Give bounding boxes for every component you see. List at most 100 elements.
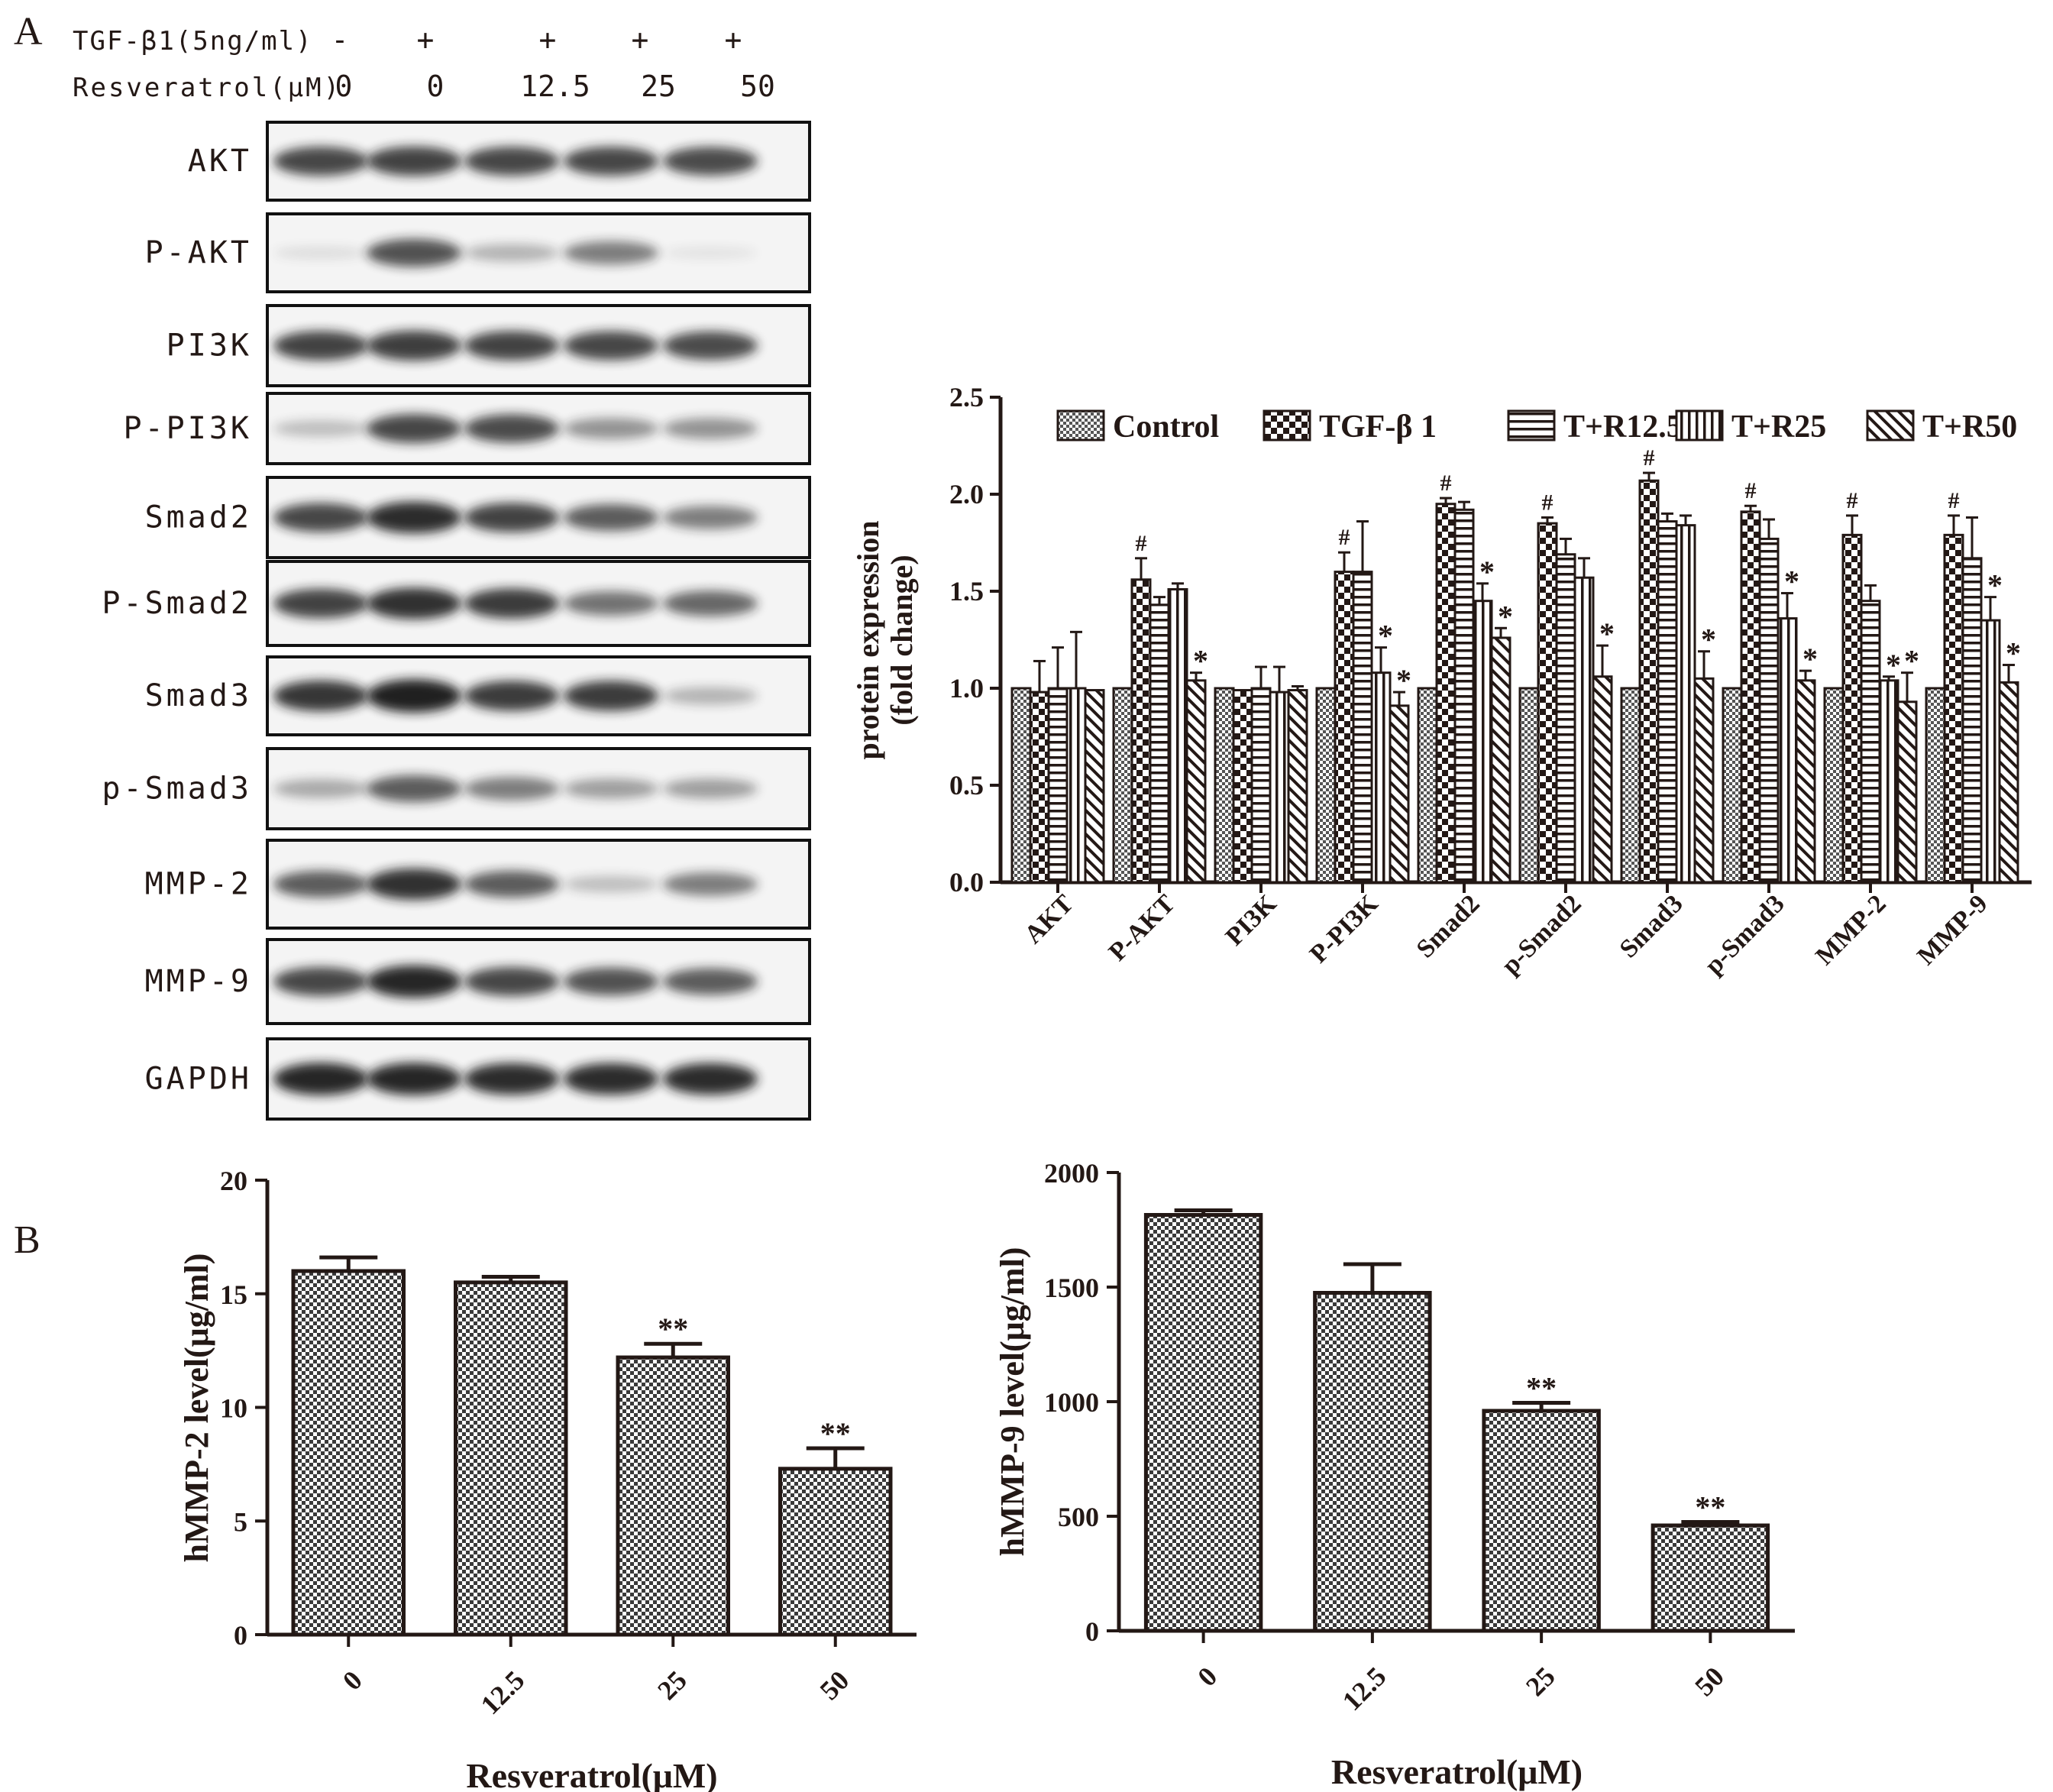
blot-row-label: Smad2	[145, 500, 252, 535]
blot-band	[273, 967, 368, 996]
blot-band	[273, 680, 368, 712]
y-axis-label-line: (fold change)	[884, 555, 919, 725]
legend-label: T+R25	[1731, 409, 1826, 445]
blot-band	[564, 331, 658, 361]
blot-band	[564, 875, 658, 893]
bar	[1334, 571, 1355, 884]
bar	[1878, 679, 1899, 884]
bar	[1130, 578, 1152, 884]
x-tick-label: AKT	[1019, 889, 1078, 949]
bar	[1065, 687, 1087, 884]
significance-mark: **	[1695, 1490, 1725, 1525]
significance-mark: #	[1644, 445, 1655, 471]
bar	[1896, 700, 1918, 884]
blot-row: MMP-2	[145, 839, 811, 930]
bar	[454, 1280, 568, 1637]
x-tick-label: 0	[337, 1664, 368, 1696]
bar	[1537, 522, 1558, 884]
bar	[778, 1467, 893, 1637]
blot-band	[663, 687, 758, 705]
blot-row: Smad3	[145, 655, 811, 736]
significance-mark: #	[1136, 531, 1147, 556]
significance-mark: *	[1193, 644, 1208, 678]
significance-mark: **	[820, 1416, 851, 1451]
blot-band	[367, 1063, 461, 1095]
significance-mark: *	[1498, 599, 1513, 633]
x-tick-label: PI3K	[1220, 889, 1282, 951]
treatment-value: 0	[335, 70, 353, 103]
blot-row: P-Smad2	[102, 560, 811, 647]
significance-mark: *	[1784, 564, 1799, 599]
bar	[1638, 479, 1660, 884]
blot-row-label: P-PI3K	[124, 411, 253, 446]
bar	[1823, 687, 1844, 884]
blot-band	[663, 147, 758, 176]
significance-mark: #	[1745, 478, 1757, 503]
bar	[1555, 553, 1576, 884]
bar	[1860, 600, 1881, 884]
blot-band	[273, 588, 368, 619]
western-blot: TGF-β1(5ng/ml) - + + + +Resveratrol(μM)0 0 12.5…	[73, 23, 811, 1121]
bar	[1980, 619, 2001, 884]
bar	[1313, 1291, 1432, 1633]
significance-mark: *	[1886, 648, 1901, 682]
legend-label: T+R12.5	[1563, 409, 1683, 445]
significance-mark: **	[658, 1312, 688, 1346]
y-axis-label-text: hMMP-2 level(μg/ml)	[178, 1253, 215, 1563]
bar	[1185, 679, 1207, 884]
blot-band	[564, 967, 658, 996]
bar	[1287, 689, 1308, 884]
bar	[1315, 687, 1337, 884]
blot-row: Smad2	[145, 476, 811, 559]
blot-band	[564, 778, 658, 799]
bar	[1573, 576, 1595, 884]
x-tick-label: P-PI3K	[1305, 889, 1384, 969]
bar	[1167, 587, 1188, 884]
treatment-value: 12.5	[520, 70, 590, 103]
y-axis-label: protein expression (fold change)	[851, 521, 919, 760]
treatment-value: 0	[427, 70, 445, 103]
bar	[1250, 687, 1272, 884]
blot-row: PI3K	[167, 304, 811, 387]
panel-a-letter: A	[14, 10, 43, 53]
y-tick-label: 10	[220, 1393, 247, 1424]
significance-mark: #	[1542, 490, 1553, 515]
y-axis-label-text: hMMP-9 level(μg/ml)	[994, 1247, 1031, 1557]
significance-mark: *	[1479, 555, 1495, 589]
blot-band	[464, 414, 559, 443]
blot-band	[564, 504, 658, 531]
legend-swatch	[1263, 409, 1311, 442]
x-tick-label: P-AKT	[1104, 889, 1181, 966]
bar	[1084, 689, 1105, 884]
blot-band	[273, 147, 368, 176]
blot-rows: AKT P-AKT PI3K P-PI3K Smad2 P-Smad2 Smad3 p-Sma…	[102, 121, 811, 1121]
legend-swatch	[1056, 409, 1105, 442]
legend-swatch	[1507, 409, 1556, 442]
bar	[1650, 1523, 1770, 1633]
blot-treatment-header: TGF-β1(5ng/ml) - + + + +Resveratrol(μM)0 0 12.5…	[73, 23, 775, 103]
x-tick-label: MMP-2	[1810, 889, 1891, 970]
bar	[1925, 687, 1946, 884]
bar	[1029, 691, 1050, 884]
blot-band	[663, 590, 758, 616]
blot-band	[564, 241, 658, 265]
y-tick-label: 2.0	[949, 479, 984, 509]
blot-row-label: AKT	[188, 144, 252, 179]
blot-row-label: P-AKT	[145, 235, 252, 270]
y-axis-label-line: protein expression	[851, 521, 885, 760]
blot-band	[367, 414, 461, 443]
y-tick-label: 0	[1085, 1616, 1099, 1647]
significance-mark: *	[1701, 623, 1716, 657]
y-tick-label: 0.0	[949, 867, 984, 898]
treatment-value: +	[725, 23, 742, 57]
bar	[1453, 508, 1475, 884]
treatment-value: -	[331, 23, 349, 57]
bar	[616, 1355, 730, 1637]
blot-band	[367, 501, 461, 534]
blot-band	[663, 872, 758, 896]
y-tick-label: 20	[220, 1166, 247, 1196]
blot-row: AKT	[188, 121, 811, 202]
significance-mark: #	[1440, 471, 1452, 496]
legend-label: T+R50	[1922, 409, 2017, 445]
